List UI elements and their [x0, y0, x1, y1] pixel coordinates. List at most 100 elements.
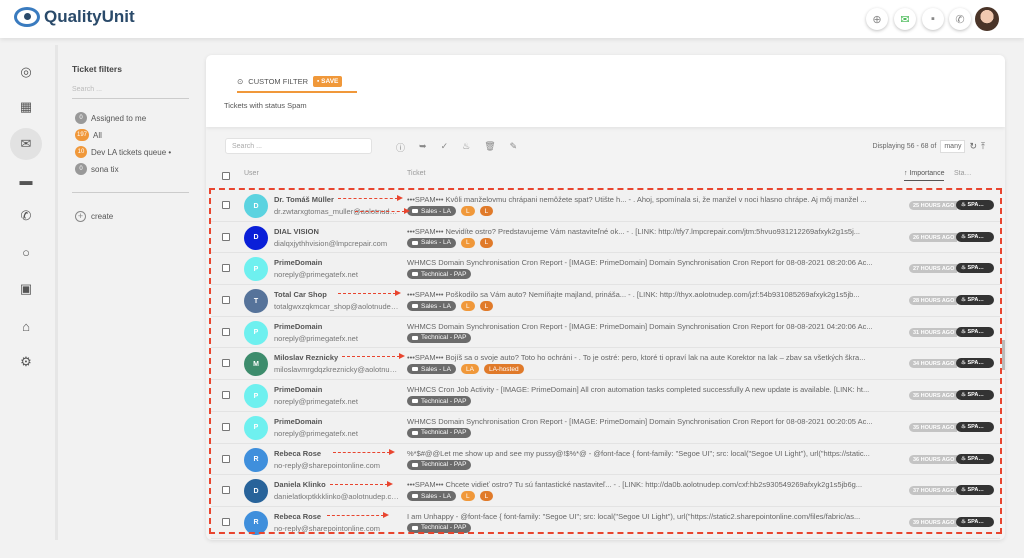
- ticket-subject[interactable]: WHMCS Cron Job Activity - [IMAGE: PrimeD…: [407, 385, 870, 395]
- dashboard-icon[interactable]: ▦: [19, 99, 33, 114]
- user-avatar: D: [244, 479, 268, 504]
- phone-icon[interactable]: ✆: [20, 208, 32, 223]
- user-email: dialqxjythhvision@lmpcrepair.com: [274, 238, 388, 248]
- ticket-subject[interactable]: I am Unhappy - @font-face { font-family:…: [407, 511, 861, 521]
- resolve-icon[interactable]: ✓: [440, 141, 449, 151]
- column-ticket[interactable]: Ticket: [407, 170, 426, 177]
- save-button[interactable]: ▪ SAVE: [313, 76, 343, 87]
- department-tag: Technical - PAP: [407, 332, 472, 343]
- logo-text: QualityUnit: [44, 7, 135, 26]
- scrollbar[interactable]: [1002, 340, 1005, 370]
- ticket-subject[interactable]: •••SPAM••• Bojíš sa o svoje auto? Toto h…: [407, 353, 866, 363]
- row-checkbox[interactable]: [222, 454, 230, 463]
- forward-icon[interactable]: ➥: [419, 141, 427, 151]
- table-row[interactable]: M Miloslav Reznicky miloslavmrgdqzkrezni…: [211, 348, 1000, 381]
- scroll-top-icon[interactable]: ⤒: [981, 141, 985, 151]
- tools-icon[interactable]: ✎: [509, 141, 518, 151]
- row-checkbox[interactable]: [222, 232, 230, 241]
- row-checkbox[interactable]: [222, 517, 230, 526]
- spam-icon[interactable]: ♨: [462, 141, 471, 151]
- circle-icon[interactable]: ○: [22, 244, 30, 260]
- ticket-subject[interactable]: WHMCS Domain Synchronisation Cron Report…: [407, 321, 873, 331]
- ticket-tags: Sales - LA L L: [407, 491, 494, 502]
- department-tag: Technical - PAP: [407, 396, 472, 407]
- gear-icon[interactable]: ⚙: [20, 354, 32, 369]
- row-checkbox[interactable]: [222, 422, 230, 431]
- email-icon[interactable]: ✉: [10, 128, 42, 160]
- ticket-subject[interactable]: •••SPAM••• Nevidíte ostro? Predstavujeme…: [407, 226, 861, 236]
- department-tag: Sales - LA: [407, 301, 456, 312]
- chat-icon[interactable]: ▪: [922, 8, 944, 30]
- email-icon[interactable]: ✉: [894, 8, 916, 30]
- user-email: no-reply@sharepointonline.com: [274, 523, 381, 533]
- table-row[interactable]: P PrimeDomain noreply@primegatefx.net WH…: [211, 411, 1000, 444]
- row-checkbox[interactable]: [222, 264, 230, 273]
- filter-header: ⊙ CUSTOM FILTER ▪ SAVE Tickets with status…: [206, 55, 1005, 127]
- table-row[interactable]: P PrimeDomain noreply@primegatefx.net WH…: [211, 253, 1000, 286]
- ticket-search-input[interactable]: Search ...: [225, 138, 372, 154]
- table-row[interactable]: D DIAL VISION dialqxjythhvision@lmpcrepa…: [211, 221, 1000, 254]
- table-row[interactable]: R Rebeca Rose no-reply@sharepointonline.…: [211, 506, 1000, 539]
- table-row[interactable]: D Daniela Klinko danielatkxptkkklinko@ao…: [211, 475, 1000, 507]
- column-status[interactable]: Sta…: [954, 170, 972, 177]
- create-label: create: [91, 212, 114, 221]
- row-checkbox[interactable]: [222, 327, 230, 336]
- ticket-subject[interactable]: WHMCS Domain Synchronisation Cron Report…: [407, 258, 873, 268]
- user-email: no-reply@sharepointonline.com: [274, 460, 381, 470]
- ticket-subject[interactable]: •••SPAM••• Chcete vidieť ostro? Tu sú fa…: [407, 480, 863, 490]
- filter-item[interactable]: 0 sona tix: [75, 163, 200, 175]
- label-tag: L: [461, 206, 475, 216]
- delete-icon[interactable]: 🗑: [484, 141, 496, 151]
- filter-label: sona tix: [91, 164, 119, 174]
- filter-item[interactable]: 10 Dev LA tickets queue •: [75, 146, 200, 158]
- column-importance[interactable]: ↑ Importance: [904, 170, 945, 181]
- row-checkbox[interactable]: [222, 296, 230, 305]
- annotation-arrow: [327, 511, 389, 518]
- ticket-age: 31 HOURS AGO: [909, 327, 957, 337]
- label-tag: L: [461, 237, 475, 248]
- check-circle-icon[interactable]: ◎: [20, 64, 32, 79]
- table-row[interactable]: P PrimeDomain noreply@primegatefx.net WH…: [211, 316, 1000, 349]
- create-filter-button[interactable]: + create: [75, 211, 200, 222]
- folder-icon: [412, 367, 418, 372]
- table-row[interactable]: P PrimeDomain noreply@primegatefx.net WH…: [211, 380, 1000, 412]
- folder-icon: [412, 525, 418, 530]
- row-checkbox[interactable]: [222, 486, 230, 495]
- table-row[interactable]: D Dr. Tomáš Müller dr.zwtarxgtomas_mulle…: [211, 190, 1000, 222]
- total-select[interactable]: many: [940, 140, 966, 153]
- filter-item[interactable]: 197 All: [75, 129, 200, 141]
- contacts-icon[interactable]: ▣: [19, 281, 33, 296]
- divider: [72, 192, 189, 193]
- ticket-subject[interactable]: %*$#@@Let me show up and see my pussy@!$…: [407, 448, 870, 458]
- user-email: noreply@primegatefx.net: [274, 333, 358, 343]
- filters-search-input[interactable]: Search ...: [72, 86, 189, 99]
- info-icon[interactable]: ⓘ: [396, 143, 406, 153]
- ticket-age: 26 HOURS AGO: [909, 232, 957, 242]
- annotation-arrow: [355, 207, 410, 214]
- refresh-icon[interactable]: ↻: [969, 141, 978, 151]
- department-tag: Technical - PAP: [407, 459, 472, 470]
- user-email: noreply@primegatefx.net: [274, 428, 358, 438]
- avatar[interactable]: [975, 7, 999, 31]
- row-checkbox[interactable]: [222, 201, 230, 209]
- ticket-subject[interactable]: WHMCS Domain Synchronisation Cron Report…: [407, 416, 873, 426]
- tab-custom-filter[interactable]: ⊙ CUSTOM FILTER ▪ SAVE: [237, 76, 357, 93]
- ticket-list: D Dr. Tomáš Müller dr.zwtarxgtomas_mulle…: [211, 190, 1000, 539]
- logo[interactable]: QualityUnit: [14, 7, 135, 27]
- table-row[interactable]: R Rebeca Rose no-reply@sharepointonline.…: [211, 443, 1000, 476]
- row-checkbox[interactable]: [222, 359, 230, 368]
- ticket-subject[interactable]: •••SPAM••• Poškodilo sa Vám auto? Nemíňa…: [407, 290, 860, 300]
- plus-circle-icon[interactable]: ⊕: [866, 8, 888, 30]
- column-user[interactable]: User: [244, 170, 259, 177]
- user-name: PrimeDomain: [274, 385, 323, 395]
- filter-item[interactable]: 0 Assigned to me: [75, 112, 200, 124]
- department-tag: Technical - PAP: [407, 522, 472, 533]
- ticket-subject[interactable]: •••SPAM••• Kvôli manželovmu chrápani nem…: [407, 195, 867, 204]
- phone-icon[interactable]: ✆: [949, 8, 971, 30]
- row-checkbox[interactable]: [222, 391, 230, 400]
- bank-icon[interactable]: ⌂: [22, 318, 30, 334]
- select-all-checkbox[interactable]: [222, 172, 230, 180]
- user-avatar: R: [244, 510, 268, 535]
- chat-icon[interactable]: ▬: [19, 172, 33, 188]
- table-row[interactable]: T Total Car Shop totalgwxzqkmcar_shop@ao…: [211, 285, 1000, 317]
